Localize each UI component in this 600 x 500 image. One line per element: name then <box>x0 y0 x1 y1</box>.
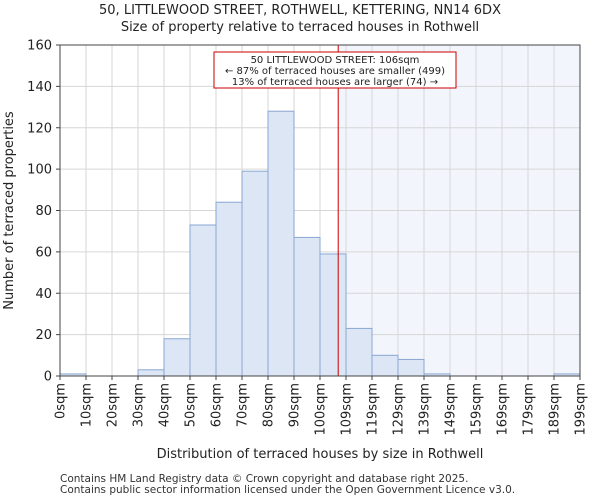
x-tick-label: 129sqm <box>392 383 407 436</box>
y-axis-label: Number of terraced properties <box>2 111 17 310</box>
histogram-bar <box>319 253 347 377</box>
annotation-line-2: ← 87% of terraced houses are smaller (49… <box>225 66 445 77</box>
annotation-line-1: 50 LITTLEWOOD STREET: 106sqm <box>251 55 420 66</box>
y-tick-label: 100 <box>27 163 52 178</box>
footer-copyright: Contains HM Land Registry data © Crown c… <box>60 473 469 485</box>
x-tick-label: 199sqm <box>574 383 589 436</box>
chart-title-address: 50, LITTLEWOOD STREET, ROTHWELL, KETTERI… <box>99 3 501 18</box>
annotation-box <box>213 51 457 89</box>
x-axis-label: Distribution of terraced houses by size … <box>157 447 484 462</box>
y-axis-ticks: 0 20 40 60 80 100 120 140 160 <box>27 39 60 385</box>
histogram-bar <box>189 224 217 377</box>
y-tick-label: 60 <box>35 245 52 260</box>
x-tick-label: 119sqm <box>366 383 381 436</box>
histogram-bar <box>345 327 373 377</box>
x-tick-label: 90sqm <box>288 383 303 427</box>
chart-title: Size of property relative to terraced ho… <box>120 20 480 35</box>
y-tick-label: 120 <box>27 121 52 136</box>
footer-licence: Contains public sector information licen… <box>60 484 516 496</box>
x-tick-label: 40sqm <box>158 383 173 427</box>
x-tick-label: 0sqm <box>54 383 69 419</box>
x-tick-label: 10sqm <box>80 383 95 427</box>
histogram-bar <box>241 170 269 377</box>
x-tick-label: 109sqm <box>340 383 355 436</box>
histogram-bar <box>267 110 295 377</box>
x-tick-label: 100sqm <box>314 383 329 436</box>
x-tick-label: 30sqm <box>132 383 147 427</box>
histogram-bar <box>163 338 191 377</box>
x-tick-label: 70sqm <box>236 383 251 427</box>
y-tick-label: 80 <box>35 204 52 219</box>
x-tick-label: 159sqm <box>470 383 485 436</box>
x-tick-label: 139sqm <box>418 383 433 436</box>
y-tick-label: 20 <box>35 328 52 343</box>
x-tick-label: 149sqm <box>444 383 459 436</box>
y-tick-label: 0 <box>44 370 52 385</box>
x-tick-label: 50sqm <box>184 383 199 427</box>
x-tick-label: 20sqm <box>106 383 121 427</box>
annotation-line-3: 13% of terraced houses are larger (74) → <box>232 77 438 88</box>
histogram-bar <box>397 358 425 377</box>
x-tick-label: 179sqm <box>522 383 537 436</box>
y-tick-label: 160 <box>27 39 52 54</box>
x-tick-label: 189sqm <box>548 383 563 436</box>
y-tick-label: 40 <box>35 287 52 302</box>
x-tick-label: 60sqm <box>210 383 225 427</box>
histogram-bar <box>137 369 165 377</box>
x-axis-ticks: 0sqm 10sqm 20sqm 30sqm 40sqm 50sqm 60sqm 70sqm 8… <box>54 376 589 436</box>
x-tick-label: 169sqm <box>496 383 511 436</box>
x-tick-label: 80sqm <box>262 383 277 427</box>
histogram-bars <box>59 110 581 377</box>
histogram-bar <box>371 354 399 377</box>
histogram-bar <box>293 236 321 377</box>
y-tick-label: 140 <box>27 80 52 95</box>
property-annotation: 50 LITTLEWOOD STREET: 106sqm ← 87% of te… <box>213 51 457 89</box>
histogram-bar <box>215 201 243 377</box>
